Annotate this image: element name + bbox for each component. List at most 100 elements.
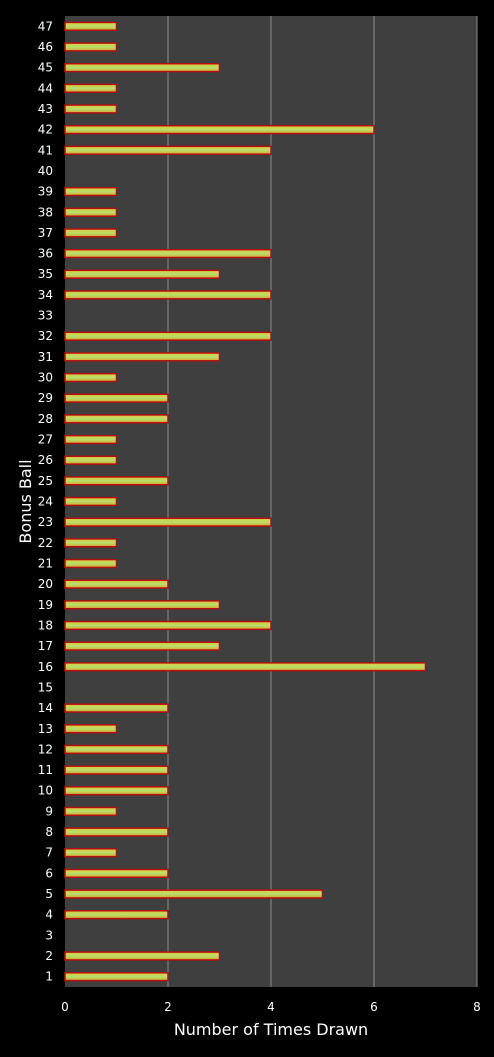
grid-lines — [167, 16, 478, 987]
y-tick-label: 40 — [38, 164, 53, 178]
y-tick-label: 44 — [38, 81, 53, 95]
y-tick-label: 21 — [38, 556, 53, 570]
bar-37 — [64, 228, 118, 238]
y-tick-label: 42 — [38, 123, 53, 137]
x-tick-label: 8 — [473, 1000, 481, 1014]
bar-1 — [64, 971, 169, 982]
y-tick-label: 1 — [45, 970, 53, 984]
bar-22 — [64, 538, 118, 548]
y-tick-label: 27 — [38, 433, 53, 447]
bar-8 — [64, 827, 169, 837]
y-tick-label: 3 — [45, 928, 53, 942]
y-tick-label: 47 — [38, 19, 53, 33]
y-tick-label: 34 — [38, 288, 53, 302]
bar-44 — [64, 83, 118, 93]
y-tick-label: 25 — [38, 474, 53, 488]
x-tick-label: 2 — [164, 1000, 172, 1014]
y-tick-label: 28 — [38, 412, 53, 426]
y-tick-label: 12 — [38, 742, 53, 756]
bar-42 — [64, 124, 375, 135]
y-tick-label: 19 — [38, 598, 53, 612]
y-tick-label: 22 — [38, 536, 53, 550]
y-tick-label: 31 — [38, 350, 53, 364]
y-tick-label: 35 — [38, 267, 53, 281]
bar-25 — [64, 476, 169, 486]
y-tick-label: 17 — [38, 639, 53, 653]
x-tick-labels: 0 2 4 6 8 — [61, 1000, 481, 1014]
bar-32 — [64, 331, 272, 341]
x-tick-label: 4 — [267, 1000, 275, 1014]
y-tick-label: 39 — [38, 185, 53, 199]
y-tick-label: 36 — [38, 247, 53, 261]
bar-12 — [64, 744, 169, 755]
y-tick-label: 23 — [38, 515, 53, 529]
y-tick-label: 9 — [45, 804, 53, 818]
bar-47 — [64, 21, 118, 32]
bar-28 — [64, 414, 169, 424]
y-tick-label: 24 — [38, 495, 53, 509]
bar-21 — [64, 558, 118, 569]
y-tick-label: 29 — [38, 391, 53, 405]
bar-30 — [64, 372, 118, 383]
bar-34 — [64, 290, 272, 300]
bar-31 — [64, 352, 221, 362]
bar-36 — [64, 248, 272, 259]
y-tick-label: 11 — [38, 763, 53, 777]
bars — [64, 21, 427, 982]
bar-45 — [64, 62, 221, 73]
y-tick-label: 16 — [38, 660, 53, 674]
bar-19 — [64, 600, 221, 610]
bar-20 — [64, 579, 169, 589]
y-tick-label: 41 — [38, 143, 53, 157]
y-tick-label: 2 — [45, 949, 53, 963]
bar-2 — [64, 951, 221, 961]
bar-10 — [64, 786, 169, 796]
bar-24 — [64, 496, 118, 507]
bar-26 — [64, 455, 118, 465]
bar-23 — [64, 517, 272, 527]
bar-17 — [64, 641, 221, 651]
bar-4 — [64, 910, 169, 920]
x-axis-title: Number of Times Drawn — [174, 1020, 368, 1039]
bar-38 — [64, 207, 118, 217]
y-tick-label: 33 — [38, 309, 53, 323]
y-tick-label: 18 — [38, 618, 53, 632]
bar-27 — [64, 434, 118, 445]
y-tick-label: 30 — [38, 371, 53, 385]
y-tick-label: 26 — [38, 453, 53, 467]
y-tick-label: 5 — [45, 887, 53, 901]
x-tick-label: 6 — [370, 1000, 378, 1014]
bar-29 — [64, 393, 169, 403]
y-tick-label: 13 — [38, 722, 53, 736]
y-tick-label: 14 — [38, 701, 53, 715]
y-tick-label: 45 — [38, 61, 53, 75]
y-tick-label: 8 — [45, 825, 53, 839]
bar-7 — [64, 848, 118, 858]
y-tick-label: 7 — [45, 846, 53, 860]
y-tick-label: 10 — [38, 784, 53, 798]
x-tick-label: 0 — [61, 1000, 69, 1014]
y-tick-labels: 1234567891011121314151617181920212223242… — [38, 19, 53, 983]
bar-46 — [64, 42, 118, 52]
bar-39 — [64, 186, 118, 197]
bar-5 — [64, 889, 324, 899]
bar-13 — [64, 724, 118, 734]
bar-35 — [64, 269, 221, 279]
y-tick-label: 43 — [38, 102, 53, 116]
bar-41 — [64, 145, 272, 155]
y-axis-title: Bonus Ball — [16, 459, 35, 543]
y-tick-label: 46 — [38, 40, 53, 54]
bar-6 — [64, 868, 169, 879]
bar-11 — [64, 765, 169, 775]
bar-9 — [64, 806, 118, 817]
y-tick-label: 6 — [45, 866, 53, 880]
bar-43 — [64, 104, 118, 114]
y-tick-label: 32 — [38, 329, 53, 343]
y-tick-label: 4 — [45, 908, 53, 922]
bar-14 — [64, 703, 169, 713]
y-tick-label: 20 — [38, 577, 53, 591]
bar-16 — [64, 662, 427, 672]
y-tick-label: 37 — [38, 226, 53, 240]
